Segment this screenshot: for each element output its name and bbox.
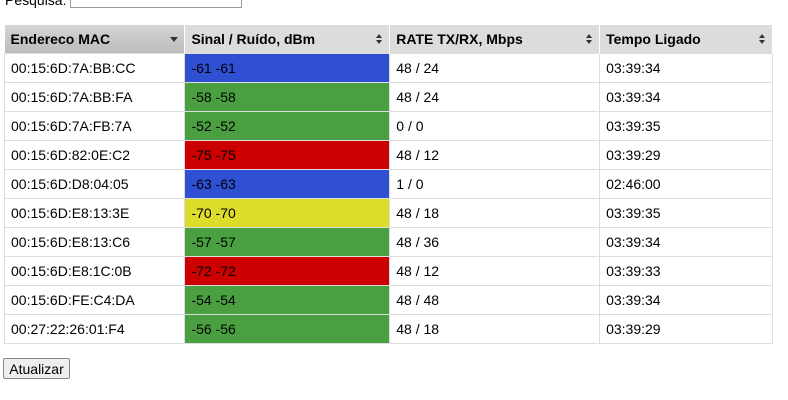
signal-cell: -52 -52 [184, 111, 391, 141]
table-cell: 48 / 18 [389, 314, 601, 344]
table-row: 00:15:6D:82:0E:C2 -75 -75 48 / 12 03:39:29 [3, 140, 773, 170]
table-cell: 00:27:22:26:01:F4 [3, 314, 186, 344]
table-cell: 03:39:29 [599, 314, 773, 344]
table-row: 00:15:6D:E8:13:C6 -57 -57 48 / 36 03:39:34 [3, 227, 773, 257]
signal-cell: -57 -57 [184, 227, 391, 257]
column-header[interactable]: RATE TX/RX, Mbps [389, 25, 601, 54]
table-cell: 00:15:6D:E8:13:C6 [3, 227, 186, 257]
table-cell: 00:15:6D:7A:BB:CC [3, 53, 186, 83]
column-header[interactable]: Endereco MAC [4, 25, 186, 54]
signal-cell: -75 -75 [184, 140, 391, 170]
column-header[interactable]: Sinal / Ruído, dBm [184, 25, 391, 54]
table-cell: 48 / 24 [389, 53, 601, 83]
table-cell: 03:39:34 [599, 82, 773, 112]
refresh-button[interactable]: Atualizar [3, 358, 70, 379]
table-cell: 00:15:6D:82:0E:C2 [3, 140, 186, 170]
table-cell: 48 / 24 [389, 82, 601, 112]
table-cell: 48 / 18 [389, 198, 601, 228]
sort-icon [586, 34, 593, 44]
table-cell: 48 / 48 [389, 285, 601, 315]
signal-cell: -54 -54 [184, 285, 391, 315]
table-row: 00:27:22:26:01:F4 -56 -56 48 / 18 03:39:29 [3, 314, 773, 344]
table-cell: 48 / 36 [389, 227, 601, 257]
table-cell: 03:39:34 [599, 227, 773, 257]
table-cell: 00:15:6D:E8:13:3E [3, 198, 186, 228]
sort-icon [376, 34, 383, 44]
signal-cell: -58 -58 [184, 82, 391, 112]
sort-icon [170, 37, 179, 42]
table-row: 00:15:6D:FE:C4:DA -54 -54 48 / 48 03:39:34 [3, 285, 773, 315]
table-cell: 1 / 0 [389, 169, 601, 199]
signal-cell: -61 -61 [184, 53, 391, 83]
signal-cell: -70 -70 [184, 198, 391, 228]
table-body: 00:15:6D:7A:BB:CC -61 -61 48 / 24 03:39:34 0… [3, 53, 773, 344]
signal-cell: -56 -56 [184, 314, 391, 344]
table-cell: 03:39:33 [599, 256, 773, 286]
table-cell: 48 / 12 [389, 256, 601, 286]
table-cell: 02:46:00 [599, 169, 773, 199]
table-cell: 03:39:34 [599, 285, 773, 315]
search-label: Pesquisa: [5, 0, 67, 8]
table-row: 00:15:6D:7A:FB:7A -52 -52 0 / 0 03:39:35 [3, 111, 773, 141]
table-row: 00:15:6D:E8:1C:0B -72 -72 48 / 12 03:39:33 [3, 256, 773, 286]
table-row: 00:15:6D:D8:04:05 -63 -63 1 / 0 02:46:00 [3, 169, 773, 199]
sort-icon [759, 34, 765, 44]
header-row: Endereco MAC Sinal / Ruído, dBm RATE TX/RX… [4, 25, 773, 54]
table-cell: 48 / 12 [389, 140, 601, 170]
table-cell: 03:39:29 [599, 140, 773, 170]
signal-cell: -63 -63 [184, 169, 391, 199]
table-cell: 00:15:6D:E8:1C:0B [3, 256, 186, 286]
table-cell: 00:15:6D:D8:04:05 [3, 169, 186, 199]
search: Pesquisa: [5, 0, 243, 9]
search-input[interactable] [70, 0, 243, 8]
column-header[interactable]: Tempo Ligado [599, 25, 773, 54]
table-cell: 03:39:35 [599, 198, 773, 228]
table-cell: 00:15:6D:7A:FB:7A [3, 111, 186, 141]
table-cell: 00:15:6D:7A:BB:FA [3, 82, 186, 112]
table-row: 00:15:6D:E8:13:3E -70 -70 48 / 18 03:39:35 [3, 198, 773, 228]
table-cell: 03:39:34 [599, 53, 773, 83]
signal-cell: -72 -72 [184, 256, 391, 286]
table-cell: 00:15:6D:FE:C4:DA [3, 285, 186, 315]
table-cell: 0 / 0 [389, 111, 601, 141]
table-row: 00:15:6D:7A:BB:CC -61 -61 48 / 24 03:39:34 [3, 53, 773, 83]
table-cell: 03:39:35 [599, 111, 773, 141]
table: Endereco MAC Sinal / Ruído, dBm RATE TX/RX… [3, 25, 773, 344]
table-row: 00:15:6D:7A:BB:FA -58 -58 48 / 24 03:39:34 [3, 82, 773, 112]
